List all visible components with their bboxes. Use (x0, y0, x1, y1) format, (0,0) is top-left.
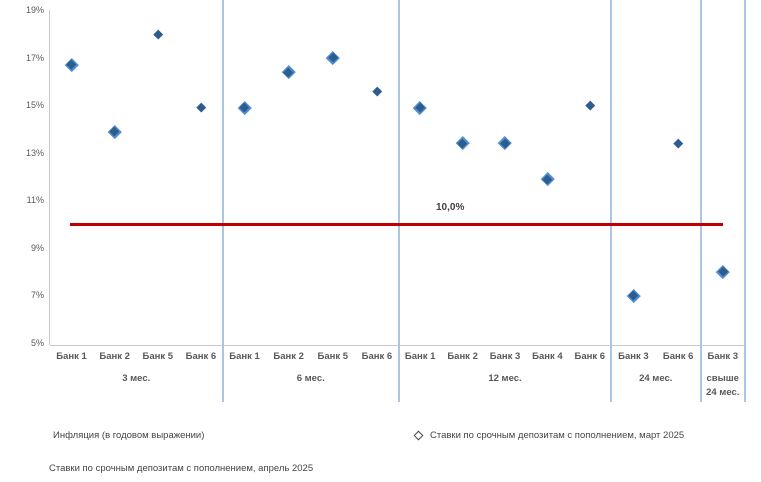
x-axis-line (50, 345, 745, 346)
legend-label-april: Ставки по срочным депозитам с пополнение… (49, 463, 314, 474)
bank-label: Банк 2 (273, 351, 304, 362)
bank-label: Банк 1 (56, 351, 87, 362)
term-label: 12 мес. (488, 373, 522, 384)
data-point-april (196, 102, 206, 113)
y-axis-line (49, 10, 50, 345)
y-tick-label: 9% (30, 242, 44, 253)
section-divider (744, 0, 746, 402)
data-point-april (585, 100, 595, 110)
section-divider (221, 0, 224, 402)
bank-label: Банк 1 (229, 351, 260, 362)
legend-item-march: Ставки по срочным депозитам с пополнение… (412, 430, 684, 441)
term-label: 6 мес. (296, 373, 325, 384)
term-label: 24 мес. (639, 373, 673, 384)
section-divider (699, 0, 702, 402)
y-tick-label: 11% (26, 195, 44, 206)
inflation-line (70, 223, 723, 227)
legend-item-inflation: Инфляция (в годовом выражении) (22, 430, 204, 441)
bank-label: Банк 4 (532, 351, 563, 362)
term-label: 3 мес. (122, 373, 151, 384)
bank-label: Банк 3 (489, 351, 521, 362)
bank-label: Банк 5 (317, 351, 349, 362)
bank-label: Банк 6 (185, 351, 217, 362)
legend-item-april: Ставки по срочным депозитам с пополнение… (32, 463, 313, 474)
bank-label: Банк 6 (662, 351, 694, 362)
bank-label: Банк 3 (618, 351, 649, 362)
inflation-line-swatch-icon (22, 434, 51, 437)
legend-label-inflation: Инфляция (в годовом выражении) (53, 430, 205, 441)
inflation-value-label: 10,0% (436, 202, 465, 213)
bank-label: Банк 2 (447, 351, 478, 362)
legend-label-march: Ставки по срочным депозитам с пополнение… (430, 430, 685, 441)
data-point-april (372, 86, 382, 96)
term-label: свыше 24 мес. (706, 373, 740, 398)
y-tick-label: 17% (25, 52, 44, 63)
bank-label: Банк 5 (142, 351, 174, 362)
bank-label: Банк 6 (361, 351, 393, 362)
section-divider (398, 0, 400, 402)
bank-label: Банк 2 (99, 351, 130, 362)
bank-label: Банк 3 (707, 351, 739, 362)
y-tick-label: 19% (25, 5, 44, 15)
y-tick-label: 7% (30, 290, 44, 301)
bank-label: Банк 1 (404, 351, 436, 362)
hollow-diamond-icon (413, 430, 424, 441)
bank-label: Банк 6 (574, 351, 606, 362)
data-point-april (153, 29, 163, 39)
y-tick-label: 13% (25, 147, 44, 158)
section-divider (610, 0, 612, 402)
y-tick-label: 15% (25, 100, 44, 111)
data-point-april (673, 138, 683, 148)
filled-diamond-icon (34, 464, 42, 472)
y-tick-label: 5% (30, 338, 44, 348)
